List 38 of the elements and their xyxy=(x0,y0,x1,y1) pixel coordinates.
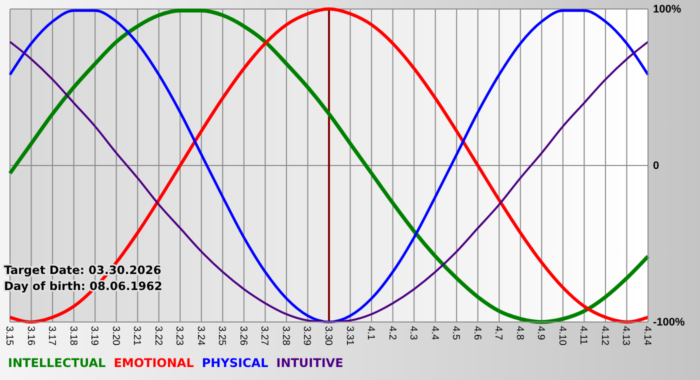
x-tick-label: 4.9 xyxy=(535,326,546,340)
y-tick-label: 100% xyxy=(653,4,682,16)
x-tick-label: 3.15 xyxy=(4,326,14,346)
y-tick-label: -100% xyxy=(653,316,686,329)
x-tick-label: 3.16 xyxy=(24,326,36,346)
x-tick-label: 4.5 xyxy=(450,326,462,340)
x-tick-label: 3.19 xyxy=(88,326,100,346)
x-tick-label: 3.17 xyxy=(46,326,58,346)
x-tick-label: 4.6 xyxy=(471,326,482,340)
x-tick-label: 4.10 xyxy=(556,326,568,346)
text: PHYSICAL xyxy=(202,356,269,370)
text: INTUITIVE xyxy=(276,356,344,370)
x-tick-label: 4.8 xyxy=(514,326,525,340)
x-tick-label: 4.3 xyxy=(408,326,419,340)
x-tick-label: 3.24 xyxy=(194,326,206,346)
x-tick-label: 3.27 xyxy=(258,326,270,346)
x-tick-label: 3.22 xyxy=(152,326,164,346)
x-tick-label: 4.12 xyxy=(598,326,610,346)
x-tick-label: 3.26 xyxy=(237,326,248,346)
x-tick-label: 3.31 xyxy=(344,326,355,346)
x-tick-label: 4.11 xyxy=(578,326,589,346)
x-tick-label: 4.13 xyxy=(620,326,632,346)
x-tick-label: 3.21 xyxy=(131,326,142,346)
x-tick-label: 4.4 xyxy=(428,326,440,340)
x-tick-label: 3.20 xyxy=(110,326,121,346)
x-tick-label: 4.1 xyxy=(365,326,376,340)
x-tick-label: 3.29 xyxy=(301,326,312,346)
text: EMOTIONAL xyxy=(114,356,194,370)
x-tick-label: 3.30 xyxy=(322,326,334,346)
text: INTELLECTUAL xyxy=(8,356,106,370)
x-tick-label: 3.18 xyxy=(67,326,78,346)
x-tick-label: 3.28 xyxy=(280,326,291,346)
y-tick-label: 0 xyxy=(653,160,660,172)
x-tick-label: 4.7 xyxy=(492,326,504,340)
x-tick-label: 4.2 xyxy=(386,326,398,340)
x-tick-label: 3.25 xyxy=(216,326,228,346)
x-tick-label: 3.23 xyxy=(174,326,185,346)
x-tick-label: 4.14 xyxy=(642,326,652,346)
